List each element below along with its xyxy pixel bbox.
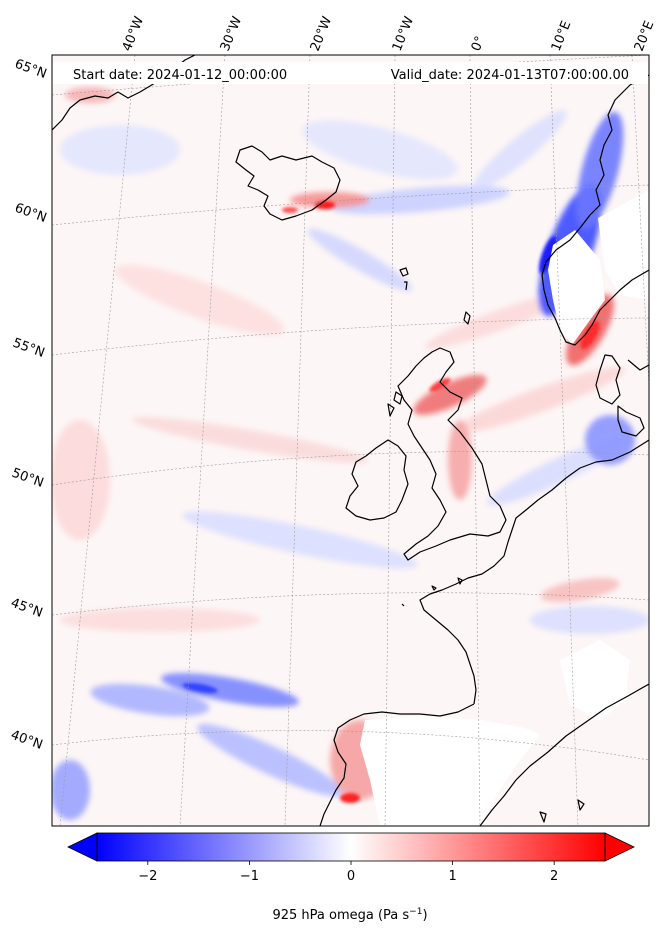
lon-label: 40°W [120,14,147,53]
masked-regions [360,190,649,826]
colorbar-tick-label: −2 [138,869,157,884]
coastlines [52,55,649,826]
lon-label: 10°W [390,14,417,53]
iberia-coast [319,703,475,826]
lon-label: 0° [469,34,488,53]
lon-label: 10°E [549,19,575,54]
lon-tick-labels: 40°W 30°W 20°W 10°W 0° 10°E 20°E [120,14,658,53]
colorbar-label: 925 hPa omega (Pa s−1) [272,907,427,923]
colorbar: −2 −1 0 1 2 925 hPa omega (Pa s−1) [67,832,635,923]
colorbar-tick-label: 1 [448,869,456,884]
lon-label: 30°W [218,14,245,53]
colorbar-label-main: 925 hPa omega (Pa s [272,908,409,923]
colorbar-tick-label: 0 [347,869,355,884]
colorbar-label-end: ) [422,908,427,923]
header-band [53,62,648,84]
colorbar-body [97,833,605,861]
france-coast [419,541,509,705]
lat-label: 45°N [9,596,45,621]
gb-coast [397,347,507,561]
colorbar-extend-max [604,832,635,862]
lat-tick-labels: 65°N 60°N 55°N 50°N 45°N 40°N [9,57,49,753]
lon-label: 20°W [308,14,335,53]
lat-label: 65°N [13,57,49,82]
start-date-label: Start date: 2024-01-12_00:00:00 [73,68,287,83]
omega-field [52,87,649,820]
omega-extremes [182,201,600,803]
colorbar-label-exponent: −1 [409,907,422,917]
lat-label: 55°N [11,336,47,361]
colorbar-extend-min [67,832,98,862]
lon-label: 20°E [632,19,658,54]
colorbar-ticks: −2 −1 0 1 2 [138,861,558,884]
lat-label: 50°N [10,466,46,491]
scandinavia-coast [541,74,649,346]
iceland-coast [235,145,341,221]
map-frame [51,54,650,827]
map-panel [52,55,649,826]
colorbar-tick-label: −1 [240,869,259,884]
lat-label: 60°N [13,201,49,226]
ireland-coast [345,439,409,521]
lat-label: 40°N [9,728,45,753]
colorbar-tick-label: 2 [550,869,558,884]
gridlines [52,55,649,826]
valid-date-label: Valid_date: 2024-01-13T07:00:00.00 [391,68,629,83]
